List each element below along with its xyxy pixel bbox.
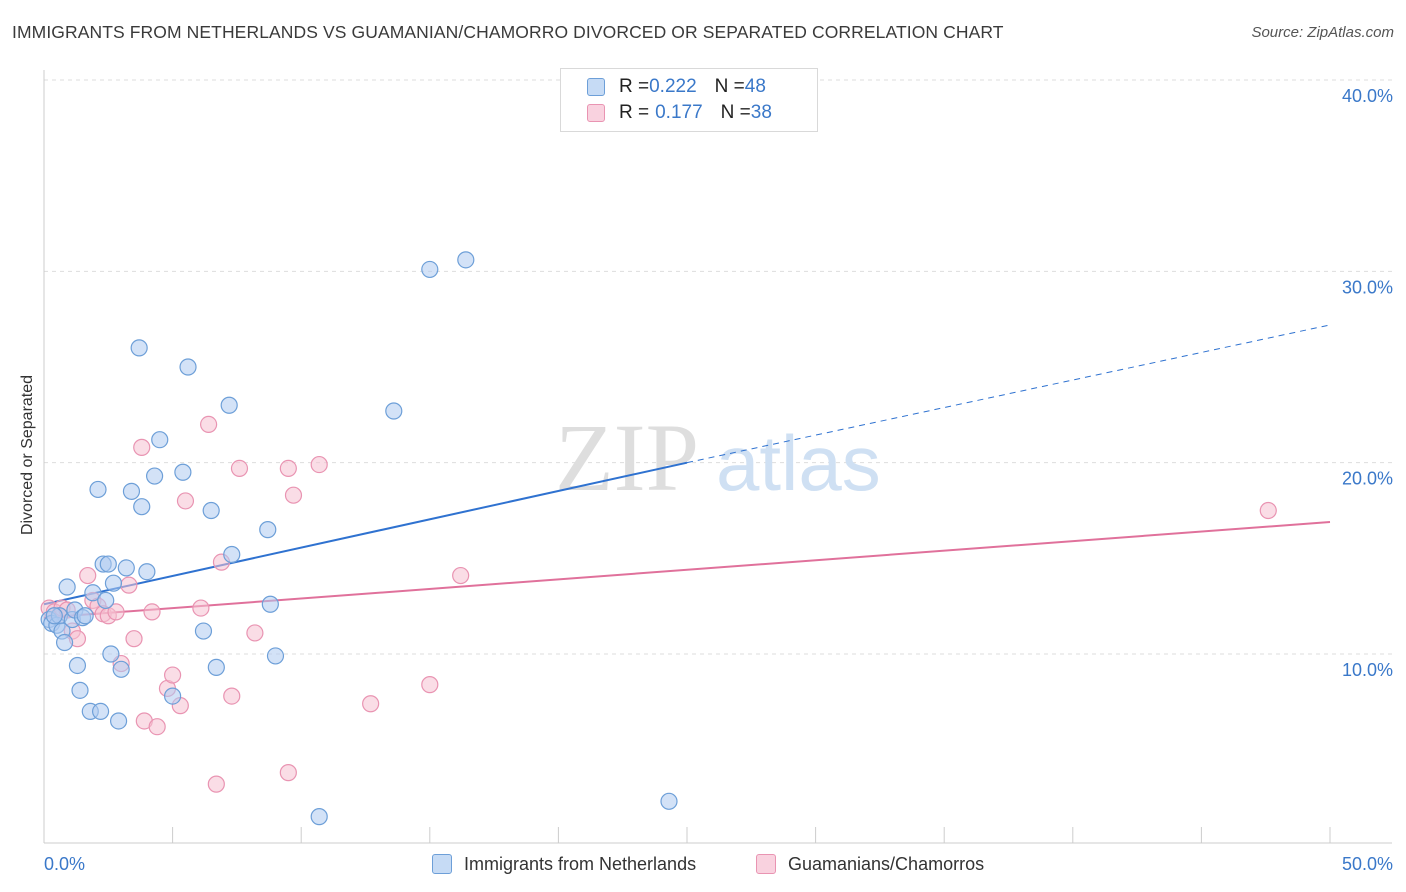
point-guamanian [192, 599, 210, 617]
point-guamanian [246, 624, 264, 642]
point-netherlands [145, 467, 164, 485]
source-credit: Source: ZipAtlas.com [1251, 24, 1394, 41]
legend-n-label: N = [720, 102, 751, 123]
point-guamanian [164, 666, 182, 684]
point-guamanian [79, 566, 97, 585]
series-legend-guamanian: Guamanians/Chamorros [756, 852, 984, 876]
point-guamanian [107, 603, 125, 621]
legend-r-label: R = [619, 102, 650, 123]
point-netherlands [102, 645, 120, 663]
point-netherlands [457, 251, 475, 269]
point-netherlands [194, 622, 213, 640]
point-netherlands [660, 792, 678, 810]
legend-row-netherlands: R = 0.222 N = 48 [587, 75, 766, 99]
point-netherlands [261, 595, 279, 613]
point-guamanian [310, 455, 328, 474]
point-guamanian [421, 676, 439, 694]
point-guamanian [1259, 501, 1277, 520]
point-netherlands [151, 431, 169, 449]
x-tick-label: 0.0% [44, 854, 85, 874]
legend-n-label: N = [714, 76, 745, 97]
watermark-zip: ZIP [555, 404, 699, 511]
tick-labels: 10.0% 20.0% 30.0% 40.0% 0.0% 50.0% [44, 86, 1393, 874]
point-netherlands [104, 574, 123, 592]
point-netherlands [89, 480, 107, 499]
point-guamanian [230, 459, 249, 478]
point-netherlands [58, 578, 76, 596]
point-guamanian [362, 695, 380, 713]
point-netherlands [45, 607, 63, 625]
chart-title: IMMIGRANTS FROM NETHERLANDS VS GUAMANIAN… [12, 22, 1004, 42]
legend-n-value: 48 [744, 76, 766, 97]
point-netherlands [84, 584, 102, 602]
point-netherlands [266, 647, 285, 665]
legend-swatch-blue [587, 78, 605, 96]
legend-r-value: 0.222 [649, 76, 697, 97]
point-netherlands [138, 563, 156, 581]
y-tick-label: 40.0% [1342, 86, 1393, 106]
point-netherlands [220, 396, 238, 414]
x-tick-label: 50.0% [1342, 854, 1393, 874]
point-guamanian [176, 492, 195, 510]
legend-row-guamanian: R = 0.177 N = 38 [587, 101, 772, 125]
point-guamanian [284, 486, 303, 504]
watermark-atlas: atlas [716, 419, 881, 507]
point-guamanian [200, 415, 218, 433]
point-netherlands [385, 402, 403, 420]
point-netherlands [55, 633, 74, 652]
series-name-guamanian: Guamanians/Chamorros [788, 853, 985, 874]
point-netherlands [109, 712, 128, 730]
point-netherlands [207, 658, 225, 676]
series-legend-netherlands: Immigrants from Netherlands [432, 852, 696, 876]
trend-line-guamanian [43, 520, 1331, 619]
point-netherlands [174, 463, 192, 481]
series-swatch-pink [756, 854, 776, 874]
point-netherlands [99, 555, 117, 573]
point-netherlands [97, 591, 115, 610]
point-guamanian [207, 775, 225, 793]
point-guamanian [143, 603, 161, 621]
watermark: ZIP atlas [555, 404, 881, 511]
axes [43, 70, 1392, 844]
point-netherlands [421, 260, 439, 279]
point-netherlands [122, 482, 141, 500]
y-tick-label: 30.0% [1342, 277, 1393, 297]
y-axis-label: Divorced or Separated [19, 374, 36, 536]
series-swatch-blue [432, 854, 452, 874]
point-guamanian [120, 576, 138, 594]
trend-line-netherlands [43, 461, 688, 606]
y-tick-label: 10.0% [1342, 660, 1393, 680]
point-netherlands [71, 681, 89, 699]
point-guamanian [125, 630, 143, 648]
point-guamanian [148, 718, 166, 736]
legend-r-label: R = [619, 76, 650, 97]
trend-lines [43, 324, 1331, 619]
point-netherlands [310, 808, 328, 826]
point-netherlands [133, 498, 151, 516]
point-netherlands [68, 656, 87, 675]
point-netherlands [179, 358, 197, 376]
point-netherlands [202, 501, 220, 520]
point-netherlands [130, 339, 148, 357]
point-guamanian [452, 566, 470, 585]
point-guamanian [133, 438, 151, 456]
point-netherlands [112, 660, 130, 678]
legend-n-value: 38 [750, 102, 772, 123]
series-name-netherlands: Immigrants from Netherlands [464, 853, 697, 874]
point-guamanian [223, 687, 241, 705]
legend-r-value: 0.177 [655, 102, 703, 123]
point-netherlands [164, 687, 182, 705]
point-netherlands [76, 607, 94, 625]
data-points [40, 251, 1277, 826]
point-netherlands [117, 559, 135, 577]
stats-legend: R = 0.222 N = 48 R = 0.177 N = 38 [560, 68, 818, 132]
y-tick-label: 20.0% [1342, 469, 1393, 489]
legend-swatch-pink [587, 104, 605, 122]
point-guamanian [279, 459, 297, 478]
point-netherlands [91, 702, 110, 721]
point-netherlands [259, 521, 277, 539]
point-guamanian [279, 764, 297, 782]
point-netherlands [223, 545, 241, 564]
